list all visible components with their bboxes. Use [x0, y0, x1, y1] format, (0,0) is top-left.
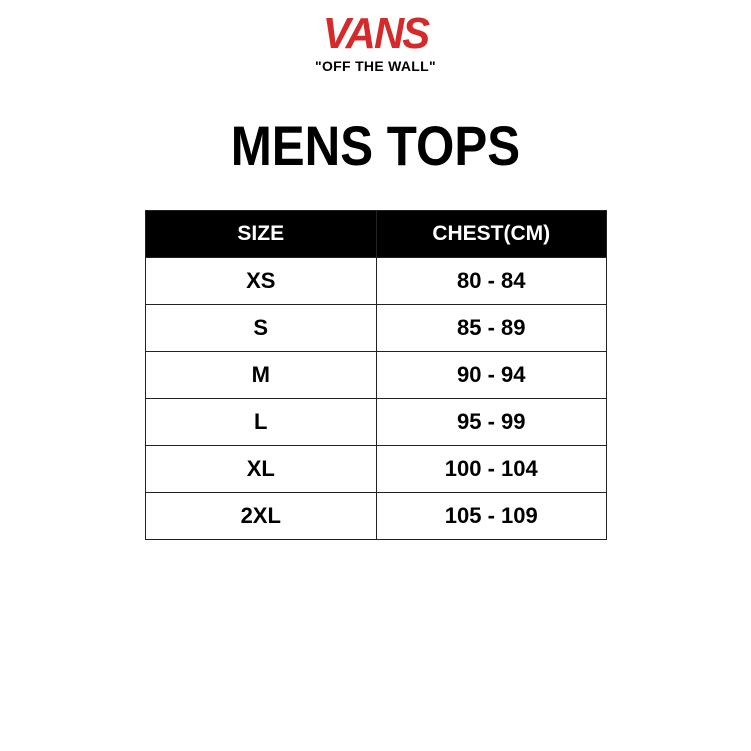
chest-cell: 100 - 104	[375, 445, 607, 493]
size-cell: S	[145, 304, 377, 352]
size-cell: L	[145, 398, 377, 446]
page-title: MENS TOPS	[230, 114, 521, 177]
size-cell: 2XL	[145, 492, 377, 540]
header-size: SIZE	[145, 210, 377, 258]
table-header-row: SIZE CHEST(CM)	[145, 210, 607, 258]
chest-cell: 85 - 89	[375, 304, 607, 352]
size-cell: M	[145, 351, 377, 399]
table-row: M 90 - 94	[145, 351, 607, 399]
brand-wordmark: VANS	[322, 9, 430, 58]
chest-cell: 95 - 99	[375, 398, 607, 446]
vans-logo: VANS "OFF THE WALL"	[0, 9, 751, 75]
size-chart-table: SIZE CHEST(CM) XS 80 - 84 S 85 - 89 M 90 - …	[145, 210, 607, 540]
table-row: XL 100 - 104	[145, 445, 607, 493]
chest-cell: 105 - 109	[375, 492, 607, 540]
table-row: XS 80 - 84	[145, 257, 607, 305]
table-row: L 95 - 99	[145, 398, 607, 446]
table-row: 2XL 105 - 109	[145, 492, 607, 540]
chest-cell: 80 - 84	[375, 257, 607, 305]
table-row: S 85 - 89	[145, 304, 607, 352]
size-cell: XL	[145, 445, 377, 493]
tagline: "OFF THE WALL"	[315, 58, 436, 74]
size-cell: XS	[145, 257, 377, 305]
chest-cell: 90 - 94	[375, 351, 607, 399]
header-chest: CHEST(CM)	[375, 210, 607, 258]
